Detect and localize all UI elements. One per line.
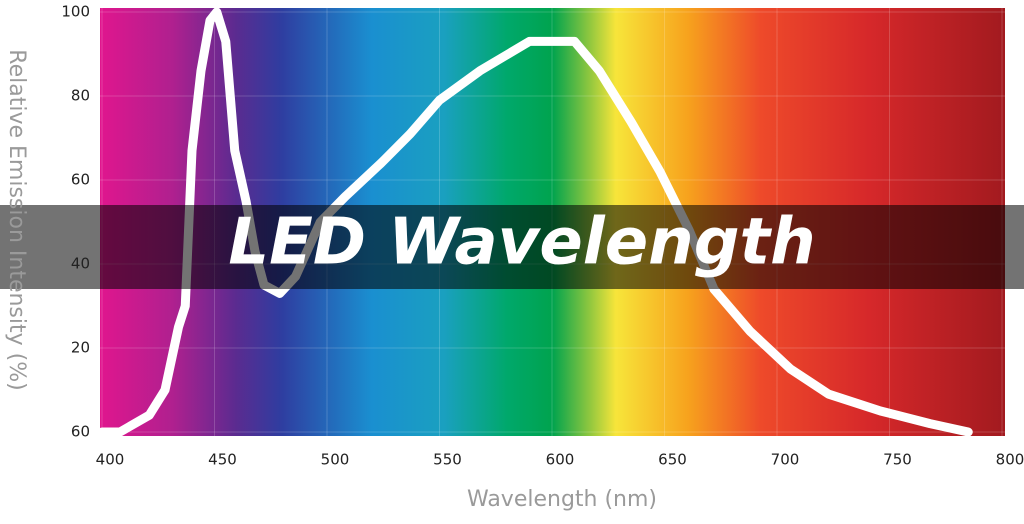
chart-title: LED Wavelength xyxy=(228,206,815,280)
y-tick-label: 60 xyxy=(71,171,90,189)
x-tick-label: 600 xyxy=(546,451,575,469)
x-tick-label: 400 xyxy=(96,451,125,469)
y-tick-label: 20 xyxy=(71,339,90,357)
x-tick-label: 550 xyxy=(433,451,462,469)
y-tick-label: 80 xyxy=(71,87,90,105)
y-tick-label: 40 xyxy=(71,255,90,273)
x-tick-label: 800 xyxy=(996,451,1024,469)
x-tick-label: 500 xyxy=(321,451,350,469)
x-tick-label: 650 xyxy=(658,451,687,469)
y-tick-label: 60 xyxy=(71,423,90,441)
x-tick-label: 750 xyxy=(883,451,912,469)
x-axis-label: Wavelength (nm) xyxy=(467,487,657,512)
y-tick-label: 100 xyxy=(61,3,90,21)
x-tick-label: 700 xyxy=(771,451,800,469)
title-banner xyxy=(0,205,1024,289)
y-axis-label: Relative Emission Intensity (%) xyxy=(4,49,29,390)
x-tick-label: 450 xyxy=(208,451,237,469)
